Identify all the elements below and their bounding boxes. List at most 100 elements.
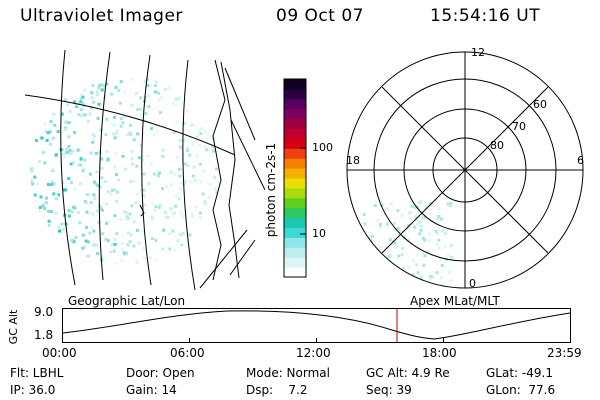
polar-speckle xyxy=(363,290,366,293)
colorbar-segment xyxy=(284,247,306,258)
polar-speckle xyxy=(423,215,427,219)
polar-speckle xyxy=(369,284,372,288)
polar-speckle xyxy=(449,279,453,283)
uv-speckle xyxy=(86,240,90,244)
uv-speckle xyxy=(41,247,44,251)
colorbar-segment xyxy=(284,257,306,268)
polar-speckle xyxy=(381,284,384,288)
uv-speckle xyxy=(148,256,152,260)
uv-speckle xyxy=(95,93,99,96)
polar-speckle xyxy=(397,254,401,258)
uv-speckle xyxy=(83,245,87,249)
uv-speckle xyxy=(95,209,99,213)
uv-speckle xyxy=(139,96,142,100)
altitude-curve xyxy=(62,310,571,340)
uv-speckle xyxy=(43,161,47,165)
polar-speckle xyxy=(434,230,438,233)
mlt-label-12: 12 xyxy=(471,46,485,59)
uv-speckle xyxy=(196,256,200,260)
uv-speckle xyxy=(132,244,136,248)
polar-speckle xyxy=(419,224,423,228)
polar-speckle xyxy=(387,268,391,272)
uv-speckle xyxy=(63,98,67,102)
uv-speckle xyxy=(77,113,81,117)
polar-speckle xyxy=(400,214,404,218)
polar-speckle xyxy=(368,246,372,250)
status-gc-alt: GC Alt: 4.9 Re xyxy=(366,366,450,380)
uv-speckle xyxy=(134,201,138,205)
uv-speckle xyxy=(209,90,213,94)
uv-speckle xyxy=(46,183,50,187)
polar-speckle xyxy=(381,263,385,266)
uv-speckle xyxy=(54,192,58,196)
uv-speckle xyxy=(90,226,94,230)
uv-speckle xyxy=(205,119,209,123)
uv-speckle xyxy=(96,184,100,188)
uv-speckle xyxy=(32,133,36,137)
polar-speckle xyxy=(369,237,372,241)
uv-speckle xyxy=(178,145,182,149)
uv-speckle xyxy=(35,257,39,261)
polar-speckle xyxy=(393,221,396,225)
uv-speckle xyxy=(109,192,113,196)
uv-speckle xyxy=(130,150,134,153)
uv-speckle xyxy=(114,85,118,89)
uv-speckle xyxy=(123,210,127,214)
uv-speckle xyxy=(137,241,141,245)
uv-speckle xyxy=(43,122,47,126)
uv-speckle xyxy=(42,235,46,239)
uv-speckle xyxy=(62,254,66,258)
uv-speckle xyxy=(32,267,35,270)
uv-speckle xyxy=(63,79,66,83)
lat-label-80: 80 xyxy=(490,139,504,152)
uv-speckle xyxy=(173,172,177,176)
uv-speckle xyxy=(187,90,191,94)
uv-speckle xyxy=(80,108,84,112)
uv-speckle xyxy=(71,254,74,258)
coastline xyxy=(212,59,226,281)
uv-speckle xyxy=(73,187,77,191)
polar-emission-speckles xyxy=(360,200,453,293)
uv-speckle xyxy=(44,102,48,105)
uv-speckle xyxy=(69,162,73,166)
polar-speckle xyxy=(399,284,403,288)
colorbar xyxy=(283,78,307,278)
uv-speckle xyxy=(32,200,36,203)
uv-speckle xyxy=(65,265,68,268)
polar-speckle xyxy=(362,235,366,239)
mlt-diagonal xyxy=(381,86,549,254)
uv-speckle xyxy=(142,188,146,192)
uv-speckle xyxy=(195,155,199,159)
uv-speckle xyxy=(195,205,199,209)
polar-speckle xyxy=(423,238,427,242)
uv-speckle xyxy=(38,231,42,235)
colorbar-label: photon cm-2s-1 xyxy=(264,142,278,238)
uv-speckle xyxy=(161,154,165,158)
polar-speckle xyxy=(440,283,444,287)
uv-speckle xyxy=(190,96,194,99)
uv-speckle xyxy=(76,252,80,256)
uv-speckle xyxy=(172,211,176,215)
uv-speckle xyxy=(35,269,38,272)
uv-speckle xyxy=(213,251,217,255)
polar-speckle xyxy=(428,239,432,242)
uv-speckle xyxy=(135,263,139,265)
uv-speckle xyxy=(208,270,211,273)
lat-label-70: 70 xyxy=(512,120,526,133)
uv-speckle xyxy=(38,273,41,276)
uv-speckle xyxy=(190,215,194,218)
colorbar-segment xyxy=(284,88,306,100)
uv-speckle xyxy=(121,242,125,246)
colorbar-segment xyxy=(284,158,306,169)
uv-speckle xyxy=(154,205,158,209)
colorbar-segment xyxy=(284,187,306,199)
uv-speckle xyxy=(149,127,153,131)
polar-speckle xyxy=(429,274,433,278)
instrument-title: Ultraviolet Imager xyxy=(20,6,183,26)
uv-speckle xyxy=(51,136,55,140)
uv-speckle xyxy=(49,246,53,250)
uv-speckle xyxy=(169,75,173,79)
uv-speckle xyxy=(199,216,203,219)
polar-speckle xyxy=(418,232,422,236)
uv-speckle xyxy=(31,221,35,225)
